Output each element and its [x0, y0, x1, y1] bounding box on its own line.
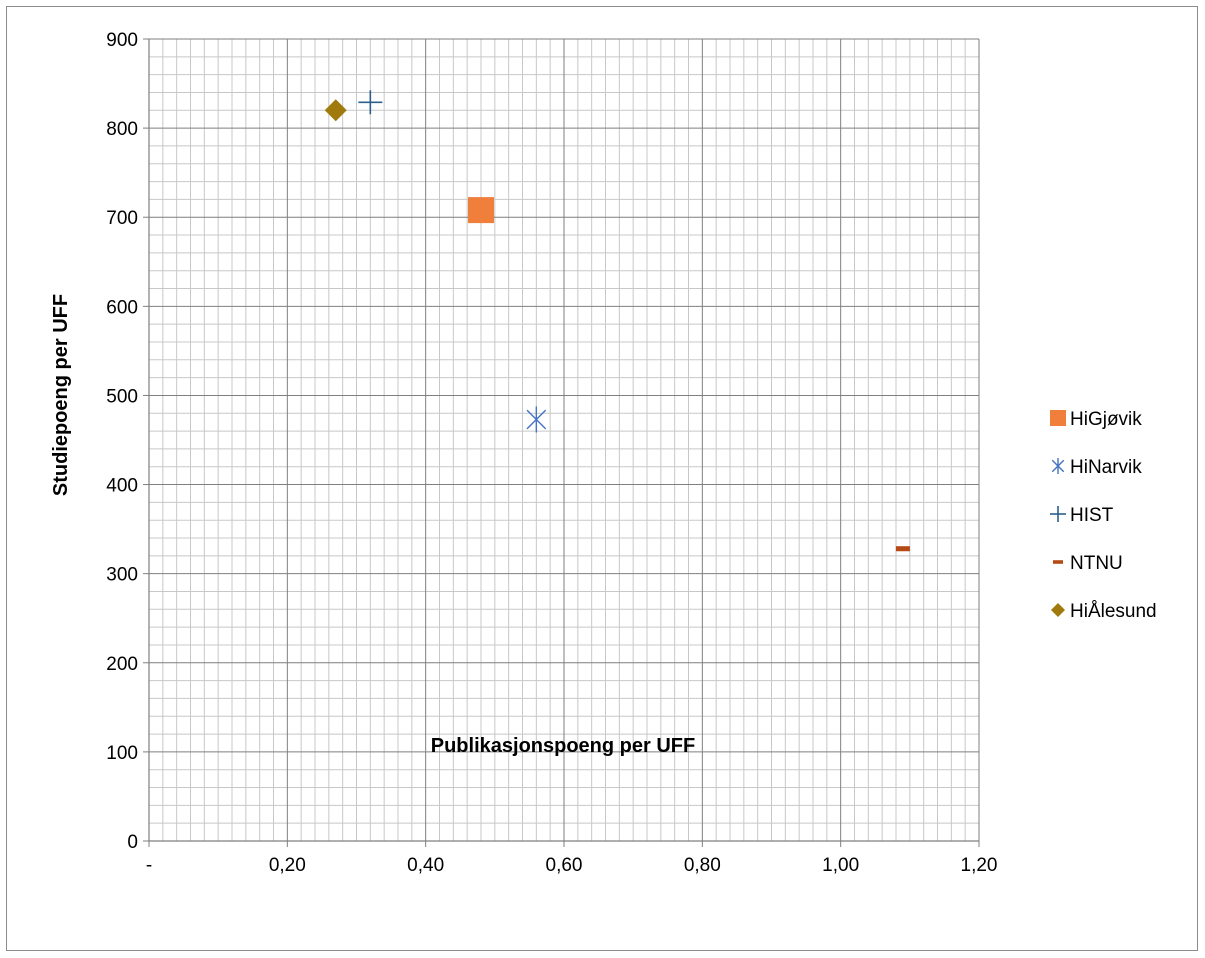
data-points — [324, 90, 910, 552]
y-tick-label: 800 — [106, 119, 138, 140]
y-tick-label: 600 — [106, 297, 138, 318]
data-point-dash — [895, 546, 910, 552]
data-point-asterisk — [526, 406, 547, 433]
y-tick-label: 900 — [106, 30, 138, 51]
y-tick-label: 300 — [106, 565, 138, 586]
y-tick-label: 100 — [106, 743, 138, 764]
data-point-asterisk-d2 — [526, 409, 547, 430]
x-tick-label: - — [146, 855, 152, 876]
x-tick-label: 0,40 — [407, 855, 444, 876]
legend-marker-diamond — [1051, 603, 1065, 617]
y-tick-label: 200 — [106, 654, 138, 675]
y-tick-label: 0 — [127, 832, 138, 853]
legend-marker-dash — [1053, 560, 1063, 564]
y-tick-label: 700 — [106, 208, 138, 229]
legend-marker-asterisk — [1051, 458, 1065, 474]
data-point-plus — [358, 90, 383, 115]
legend-label: NTNU — [1070, 553, 1123, 574]
y-tick-label: 500 — [106, 386, 138, 407]
legend-marker-asterisk-d2 — [1051, 459, 1065, 473]
axes — [143, 38, 980, 847]
data-point-square — [468, 197, 494, 224]
legend-label: HiGjøvik — [1070, 409, 1142, 430]
x-axis-title: Publikasjonspoeng per UFF — [431, 735, 695, 757]
legend-label: HIST — [1070, 505, 1114, 526]
x-tick-label: 0,20 — [269, 855, 306, 876]
y-axis-title: Studiepoeng per UFF — [50, 294, 72, 496]
legend-label: HiÅlesund — [1070, 601, 1157, 622]
y-tick-label: 400 — [106, 476, 138, 497]
legend: HiGjøvik HiNarvik HIST NTNU HiÅlesund — [1050, 409, 1157, 622]
data-point-diamond — [324, 99, 347, 122]
x-tick-label: 0,80 — [684, 855, 721, 876]
tick-labels: - 0,20 0,40 0,60 0,80 1,00 1,20 0 100 200 300 400 50… — [106, 30, 997, 876]
legend-marker-square — [1050, 410, 1066, 426]
x-tick-label: 0,60 — [546, 855, 583, 876]
legend-marker-plus — [1050, 506, 1066, 522]
x-tick-label: 1,20 — [961, 855, 998, 876]
legend-label: HiNarvik — [1070, 457, 1142, 478]
x-tick-label: 1,00 — [822, 855, 859, 876]
